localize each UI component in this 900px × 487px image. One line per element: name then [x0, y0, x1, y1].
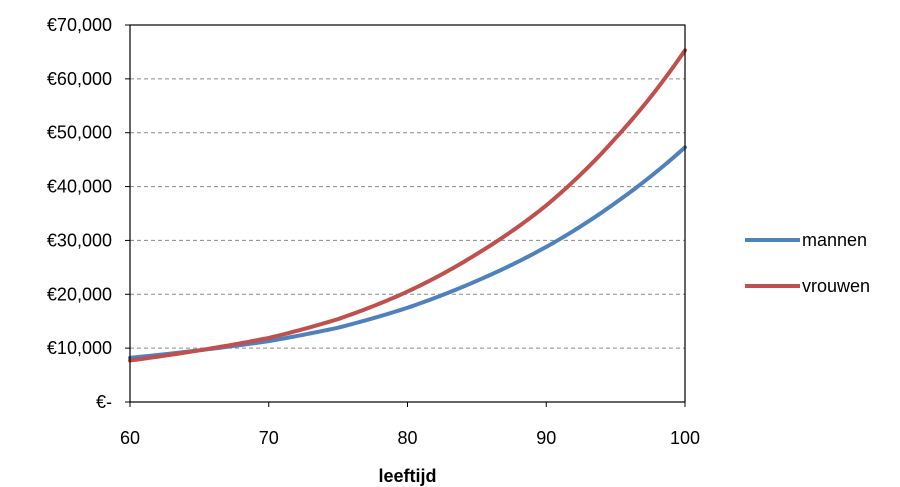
x-axis-title: leeftijd — [378, 466, 436, 486]
legend-label-vrouwen: vrouwen — [802, 276, 870, 296]
series-line-mannen — [128, 145, 687, 360]
x-tick-label: 80 — [397, 428, 417, 448]
y-tick-label: €40,000 — [47, 177, 112, 197]
y-axis-tick-labels: €- €10,000 €20,000 €30,000 €40,000 €50,000 €60… — [47, 15, 130, 412]
y-tick-label: €30,000 — [47, 230, 112, 250]
x-tick-label: 100 — [670, 428, 700, 448]
legend-label-mannen: mannen — [802, 230, 867, 250]
y-tick-label: €10,000 — [47, 338, 112, 358]
y-tick-label: €70,000 — [47, 15, 112, 35]
series-line-vrouwen — [128, 48, 687, 363]
y-tick-label: €60,000 — [47, 69, 112, 89]
x-tick-label: 60 — [120, 428, 140, 448]
series-lines — [128, 48, 687, 363]
y-tick-label: €50,000 — [47, 123, 112, 143]
gridlines — [130, 78, 685, 349]
legend: mannen vrouwen — [745, 230, 870, 296]
x-tick-label: 90 — [536, 428, 556, 448]
x-tick-label: 70 — [259, 428, 279, 448]
y-tick-label: €20,000 — [47, 284, 112, 304]
y-tick-label: €- — [96, 392, 112, 412]
x-axis-tick-labels: 60 70 80 90 100 — [120, 402, 700, 448]
